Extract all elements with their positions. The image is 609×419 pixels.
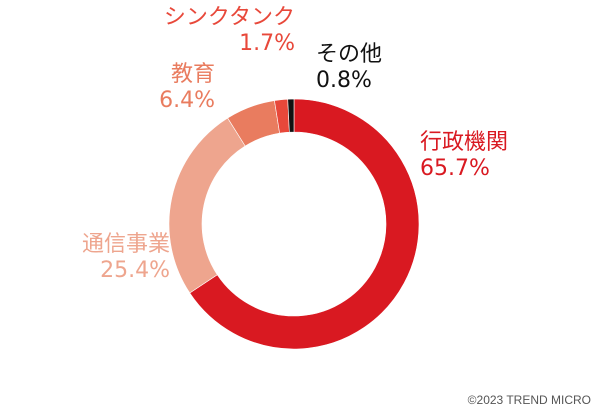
slice-label-value: 1.7%: [239, 31, 295, 56]
slice-label-name: 教育: [170, 62, 215, 87]
label-gyosei: 行政機関 65.7%: [420, 130, 508, 182]
slice-label-name: シンクタンク: [163, 5, 295, 30]
label-kyoiku: 教育 6.4%: [140, 62, 215, 114]
slice-label-value: 0.8%: [316, 68, 372, 93]
slice-sonota: [287, 98, 295, 133]
slice-label-value: 6.4%: [159, 88, 215, 113]
slice-label-name: その他: [316, 42, 383, 67]
slice-gyosei: [189, 98, 420, 350]
slice-tsushin: [168, 117, 246, 294]
label-sonota: その他 0.8%: [316, 42, 382, 94]
slice-label-value: 65.7%: [420, 156, 490, 181]
slice-label-value: 25.4%: [100, 258, 170, 283]
copyright-credit: ©2023 TREND MICRO: [467, 393, 591, 407]
slice-label-name: 行政機関: [420, 130, 509, 155]
label-thinktank: シンクタンク 1.7%: [140, 5, 295, 57]
slice-label-name: 通信事業: [81, 232, 170, 257]
label-tsushin: 通信事業 25.4%: [70, 232, 170, 284]
